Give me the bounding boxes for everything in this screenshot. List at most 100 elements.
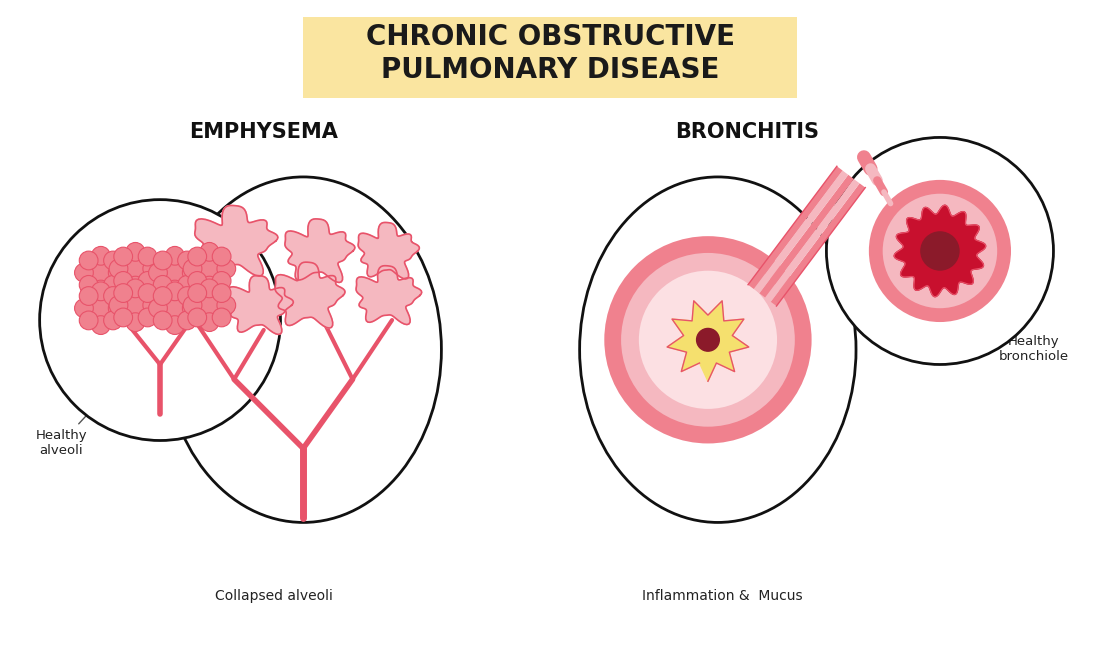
Circle shape [109,259,128,278]
Circle shape [165,280,185,299]
Circle shape [126,259,145,278]
Circle shape [103,311,122,330]
Circle shape [103,251,122,270]
Circle shape [639,270,777,409]
Circle shape [91,263,110,282]
Circle shape [75,299,94,318]
Circle shape [75,263,94,282]
Circle shape [139,272,157,291]
Polygon shape [771,183,866,306]
Circle shape [165,316,185,335]
Circle shape [178,251,197,270]
Circle shape [200,279,219,298]
Circle shape [921,231,959,270]
Circle shape [184,259,202,278]
Circle shape [79,251,98,270]
Circle shape [178,276,197,294]
Circle shape [217,259,235,278]
Circle shape [108,299,128,318]
Circle shape [148,299,167,318]
Circle shape [604,236,812,443]
Circle shape [139,283,157,302]
Circle shape [103,287,122,305]
Circle shape [126,296,145,315]
Circle shape [826,137,1054,365]
Circle shape [165,263,185,282]
Circle shape [113,247,133,266]
Circle shape [91,282,110,301]
Circle shape [91,299,110,318]
Circle shape [183,263,201,282]
Circle shape [178,287,197,305]
Circle shape [108,263,128,282]
Ellipse shape [165,177,441,523]
Polygon shape [228,276,294,335]
Circle shape [188,247,207,266]
Circle shape [165,246,185,265]
Circle shape [126,279,145,298]
Circle shape [143,296,162,315]
Circle shape [621,253,795,426]
Circle shape [153,276,172,294]
Circle shape [126,276,145,295]
Polygon shape [759,175,854,298]
Polygon shape [359,222,419,279]
Circle shape [148,263,167,282]
Text: Collapsed alveoli: Collapsed alveoli [214,590,332,603]
Circle shape [126,242,145,261]
Polygon shape [894,205,986,296]
Polygon shape [195,205,278,276]
Circle shape [153,311,172,330]
Text: EMPHYSEMA: EMPHYSEMA [189,122,338,142]
Polygon shape [144,257,220,323]
Circle shape [184,296,202,315]
Text: Healthy
bronchiole: Healthy bronchiole [991,292,1069,363]
Circle shape [113,308,133,327]
Polygon shape [275,262,345,328]
Circle shape [103,276,122,294]
Circle shape [696,328,719,351]
Circle shape [869,180,1011,322]
Circle shape [91,316,110,335]
Circle shape [200,296,219,315]
Circle shape [183,299,201,318]
Circle shape [200,259,219,278]
Ellipse shape [580,177,856,523]
Circle shape [165,282,185,301]
Circle shape [188,283,207,302]
Polygon shape [766,179,859,302]
Circle shape [882,194,998,308]
Polygon shape [754,170,848,293]
Circle shape [188,272,207,291]
Text: BRONCHITIS: BRONCHITIS [675,122,820,142]
Text: CHRONIC OBSTRUCTIVE
PULMONARY DISEASE: CHRONIC OBSTRUCTIVE PULMONARY DISEASE [365,23,735,84]
Circle shape [143,259,162,278]
Circle shape [212,247,231,266]
Circle shape [79,287,98,305]
Circle shape [153,251,172,270]
Circle shape [139,308,157,327]
Circle shape [200,242,219,261]
Circle shape [79,311,98,330]
Circle shape [109,296,128,315]
Text: Inflammation &  Mucus: Inflammation & Mucus [642,590,803,603]
Circle shape [126,313,145,332]
Circle shape [40,200,280,441]
Circle shape [212,283,231,302]
Circle shape [165,299,185,318]
Circle shape [79,276,98,294]
Polygon shape [748,166,843,289]
Circle shape [153,287,172,305]
Circle shape [139,247,157,266]
Circle shape [212,272,231,291]
Circle shape [200,276,219,295]
Polygon shape [285,219,355,283]
Circle shape [212,308,231,327]
Circle shape [178,311,197,330]
FancyBboxPatch shape [304,17,796,98]
Circle shape [91,280,110,299]
Circle shape [113,272,133,291]
Polygon shape [356,266,421,324]
Circle shape [200,313,219,332]
Circle shape [91,246,110,265]
